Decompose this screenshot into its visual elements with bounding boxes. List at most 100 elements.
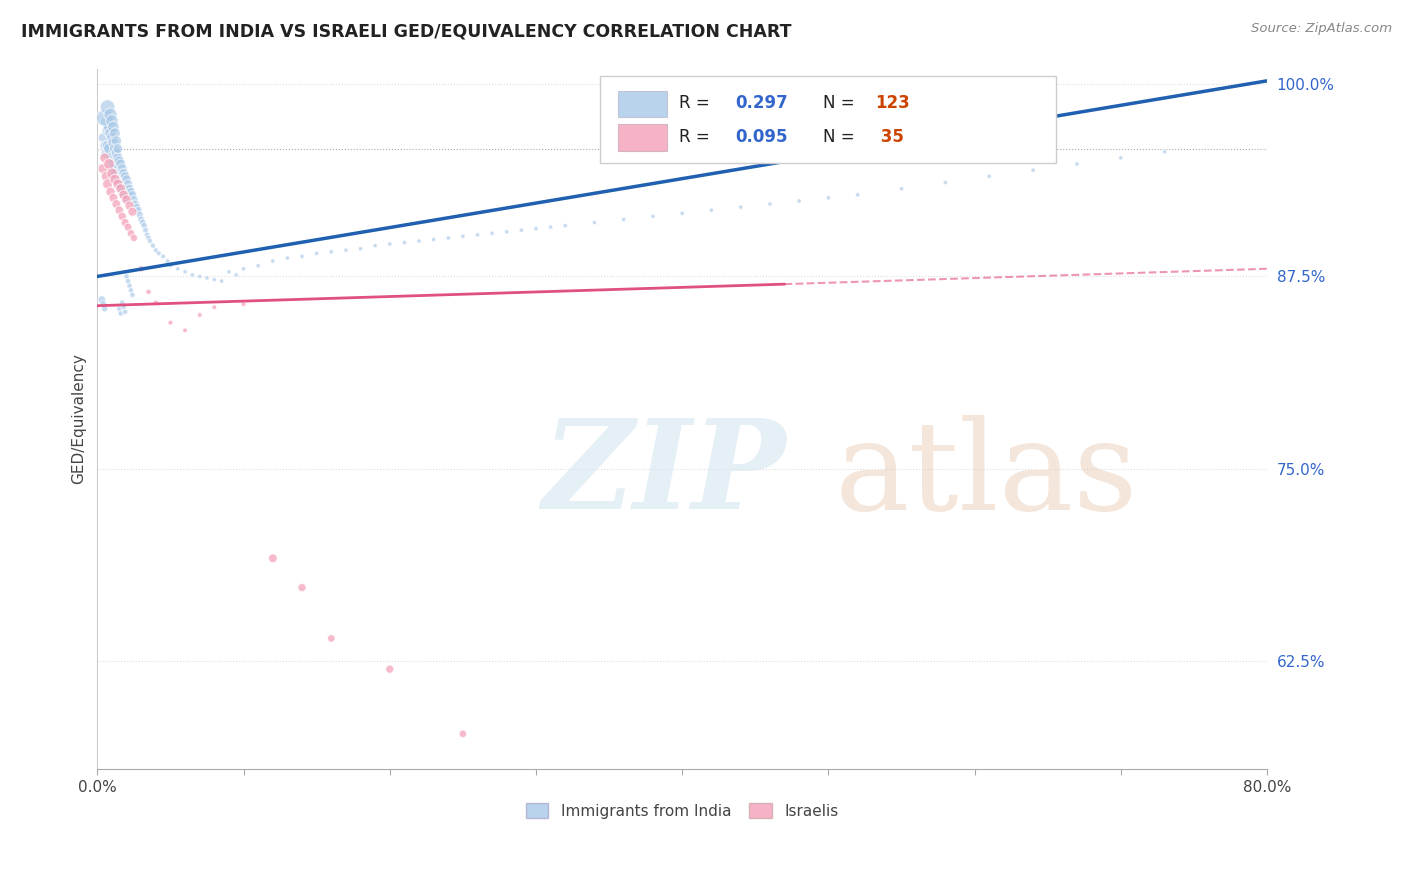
Point [139,234,162,248]
Point [104,142,127,156]
Point [118,278,141,293]
Point [232,297,254,311]
Point [112,166,135,180]
FancyBboxPatch shape [617,91,666,117]
Point [120,185,142,199]
Point [211,274,233,288]
Point [262,254,284,268]
Text: N =: N = [823,95,859,112]
Point [817,191,839,205]
Point [128,208,150,222]
Point [408,234,430,248]
Point [1066,157,1088,171]
Point [188,308,211,322]
Point [700,203,723,218]
Point [104,126,127,140]
Text: R =: R = [679,95,714,112]
Point [225,268,247,282]
Point [111,161,134,176]
Point [730,200,752,214]
Text: R =: R = [679,128,714,146]
Point [1109,151,1132,165]
Point [98,120,121,134]
Point [118,181,141,195]
Point [121,204,143,219]
Point [120,227,142,241]
Y-axis label: GED/Equivalency: GED/Equivalency [72,353,86,484]
Point [104,172,127,186]
Text: IMMIGRANTS FROM INDIA VS ISRAELI GED/EQUIVALENCY CORRELATION CHART: IMMIGRANTS FROM INDIA VS ISRAELI GED/EQU… [21,22,792,40]
Point [218,265,240,279]
Point [121,288,143,302]
Point [148,246,170,260]
Point [100,151,122,165]
Point [97,177,120,191]
Point [467,227,489,242]
Point [114,305,136,319]
Point [481,227,503,241]
Point [131,215,153,229]
Point [117,177,139,191]
Point [107,142,129,156]
Point [1022,163,1045,178]
Text: 0.297: 0.297 [735,95,787,112]
Point [111,295,134,310]
Point [94,115,117,129]
Point [166,261,188,276]
Point [117,274,139,288]
Point [232,261,254,276]
Point [554,219,576,233]
Point [188,269,211,284]
Point [890,181,912,195]
Point [118,198,141,212]
Point [152,249,174,263]
Point [156,254,179,268]
Point [262,551,284,566]
Point [100,126,122,140]
Point [495,225,517,239]
Point [613,212,636,227]
Point [101,166,124,180]
Point [174,265,197,279]
Point [671,206,693,220]
Point [202,272,225,286]
Point [110,181,132,195]
Point [145,295,167,310]
Point [100,108,122,122]
Point [394,235,416,250]
Text: 123: 123 [875,95,910,112]
Point [321,244,343,259]
Point [103,161,125,176]
Point [108,301,131,316]
Point [105,134,128,148]
Point [276,251,298,265]
Point [934,176,956,190]
Point [202,300,225,314]
Point [129,261,152,276]
Point [110,181,132,195]
Point [125,200,148,214]
Point [97,100,120,114]
Point [110,157,132,171]
Point [115,193,138,207]
Point [159,316,181,330]
Point [93,111,115,125]
Point [174,323,197,337]
Point [138,285,160,299]
Point [142,238,165,252]
Legend: Immigrants from India, Israelis: Immigrants from India, Israelis [519,797,845,825]
Point [100,185,122,199]
Text: N =: N = [823,128,859,146]
Point [378,662,401,676]
Point [124,197,146,211]
Point [349,242,371,256]
Point [103,120,125,134]
Point [94,169,117,184]
Point [101,157,124,171]
Point [122,193,145,207]
Point [108,203,131,218]
Point [93,301,115,316]
Point [107,177,129,191]
Point [97,123,120,137]
Point [115,172,138,186]
